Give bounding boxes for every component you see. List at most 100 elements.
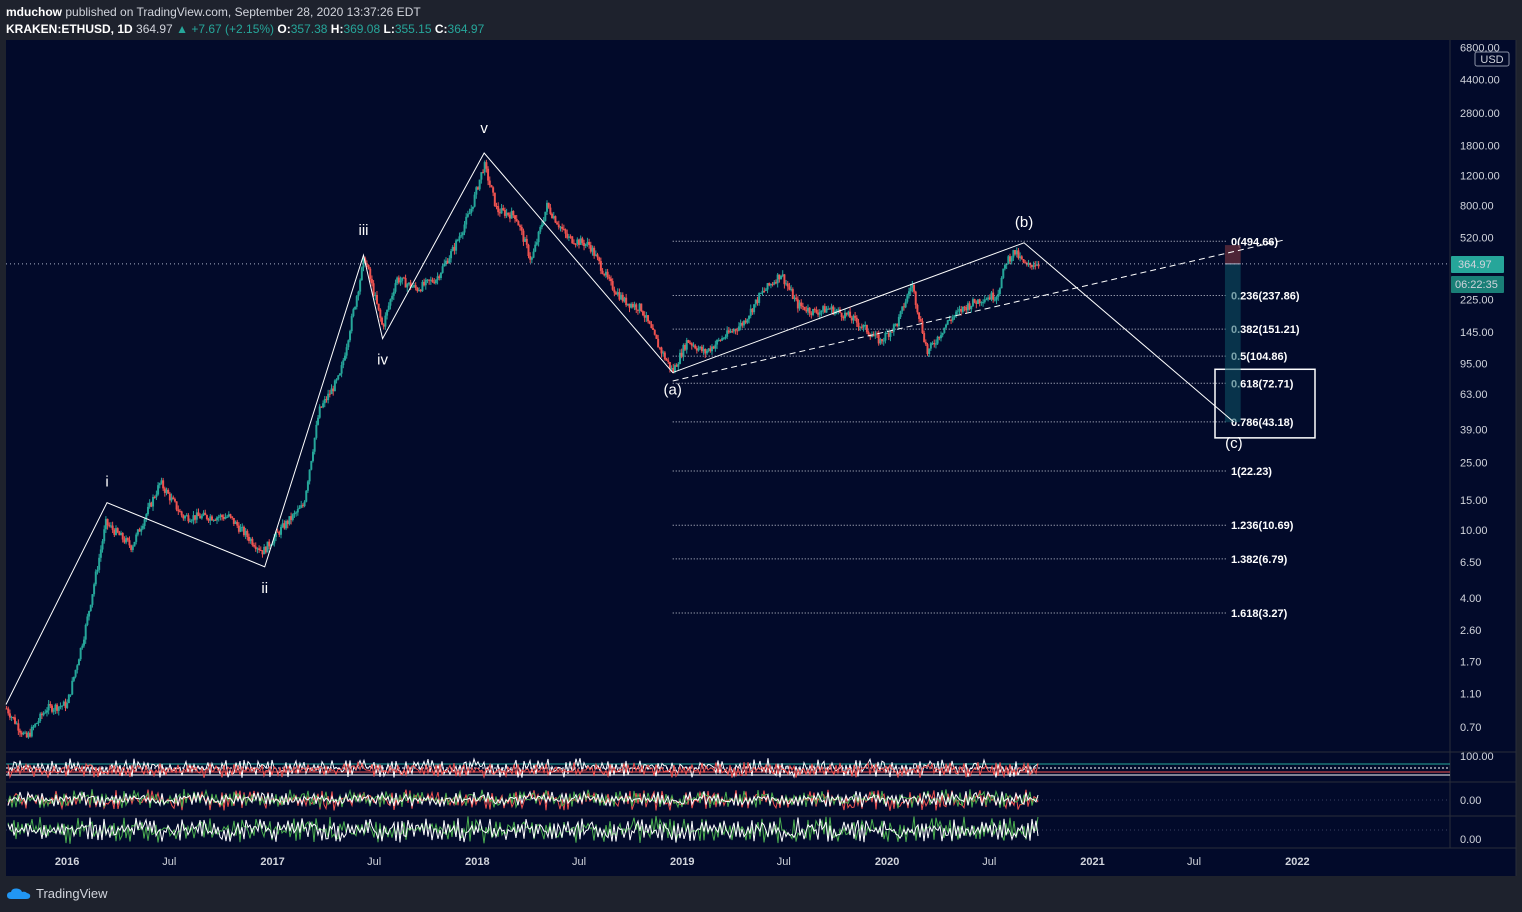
candle-body xyxy=(441,266,444,273)
dashed-trendline[interactable] xyxy=(672,239,1286,382)
currency-button[interactable] xyxy=(1474,51,1510,67)
candle-body xyxy=(168,493,171,501)
footer: TradingView xyxy=(0,876,1522,912)
candle-body xyxy=(298,507,301,509)
candle-body xyxy=(732,329,735,332)
candle-body xyxy=(503,210,506,216)
candle-body xyxy=(37,720,40,724)
short-position-tool[interactable] xyxy=(1224,245,1241,423)
candle-body xyxy=(487,168,490,181)
candle-body xyxy=(609,278,612,282)
candle-body xyxy=(136,529,139,535)
candle-body xyxy=(704,349,707,354)
candle-body xyxy=(409,282,412,288)
candle-body xyxy=(672,368,675,372)
indicator-pane-3[interactable] xyxy=(6,815,1450,844)
fib-highlight-box[interactable] xyxy=(1214,368,1316,439)
candle-body xyxy=(286,521,289,525)
candle-body xyxy=(546,202,549,212)
candle-body xyxy=(662,352,665,354)
candle-body xyxy=(879,339,882,344)
candle-body xyxy=(709,348,712,352)
candle-body xyxy=(795,297,798,300)
author-name[interactable]: mduchow xyxy=(6,5,62,19)
tradingview-logo[interactable]: TradingView xyxy=(6,886,108,901)
wave-label-i: i xyxy=(105,474,108,491)
candle-body xyxy=(478,179,481,190)
candle-body xyxy=(862,325,865,328)
indicator-pane-2[interactable] xyxy=(6,788,1450,811)
close-label: C: xyxy=(434,22,448,36)
candle-body xyxy=(30,726,33,737)
candle-body xyxy=(118,532,121,536)
candle-body xyxy=(39,713,42,721)
candle-body xyxy=(896,323,899,327)
candle-body xyxy=(562,228,565,230)
candle-body xyxy=(182,515,185,519)
indicator-1-signal xyxy=(7,760,1039,780)
candle-body xyxy=(475,187,478,195)
candle-body xyxy=(232,517,235,524)
candle-body xyxy=(407,282,410,285)
candle-body xyxy=(827,308,830,310)
candle-body xyxy=(345,347,348,356)
candle-body xyxy=(372,283,375,296)
candle-body xyxy=(323,399,326,404)
candle-body xyxy=(958,309,961,311)
candle-body xyxy=(813,309,816,311)
current-price-badge-text: 364.97 xyxy=(1458,259,1492,271)
candle-body xyxy=(379,309,382,318)
candle-body xyxy=(160,480,163,484)
candle-body xyxy=(482,172,485,174)
price-tick-label: 1.10 xyxy=(1460,689,1481,701)
price-axis-background[interactable] xyxy=(1450,40,1516,848)
candle-body xyxy=(89,604,92,611)
candle-body xyxy=(470,208,473,213)
fibonacci-extension[interactable]: 0(494.66) 0.236(237.86) 0.382(151.21) 0.5(1… xyxy=(672,236,1300,620)
candle-body xyxy=(576,239,579,244)
candle-body xyxy=(810,313,813,315)
candle-body xyxy=(571,236,574,244)
symbol-label[interactable]: KRAKEN:ETHUSD, 1D xyxy=(6,22,133,36)
candle-body xyxy=(793,297,796,299)
candle-body xyxy=(931,343,934,345)
plot-background xyxy=(6,40,1450,848)
candle-body xyxy=(81,645,84,648)
indicator-2-main xyxy=(7,790,1039,808)
candle-body xyxy=(596,254,599,258)
candle-body xyxy=(1010,257,1013,262)
candle-body xyxy=(828,308,831,310)
candle-body xyxy=(749,308,752,316)
candle-body xyxy=(758,293,761,303)
candle-body xyxy=(702,349,705,352)
candle-body xyxy=(601,270,604,274)
candle-body xyxy=(899,311,902,317)
indicator-2-tick: 0.00 xyxy=(1460,795,1481,807)
indicator-pane-1[interactable] xyxy=(6,757,1450,780)
candle-body xyxy=(355,296,358,307)
candle-body xyxy=(527,244,530,256)
candle-body xyxy=(998,288,1001,294)
candle-body xyxy=(945,324,948,328)
fib-level-label: 0.618(72.71) xyxy=(1231,378,1294,390)
price-tick-label: 15.00 xyxy=(1460,495,1488,507)
candle-body xyxy=(594,254,597,256)
candle-body xyxy=(913,284,916,292)
candle-body xyxy=(1014,250,1017,255)
time-axis-background[interactable] xyxy=(6,848,1516,876)
candle-body xyxy=(717,339,720,341)
candle-body xyxy=(152,497,155,507)
candle-body xyxy=(739,322,742,327)
candle-body xyxy=(77,659,80,666)
candle-body xyxy=(889,331,892,337)
candle-body xyxy=(184,516,187,519)
price-tick-label: 25.00 xyxy=(1460,457,1488,469)
candle-body xyxy=(54,704,57,710)
candle-body xyxy=(726,330,729,337)
candle-body xyxy=(798,302,801,309)
price-tick-label: 1200.00 xyxy=(1460,171,1500,183)
candle-body xyxy=(549,207,552,214)
candle-body xyxy=(744,320,747,323)
